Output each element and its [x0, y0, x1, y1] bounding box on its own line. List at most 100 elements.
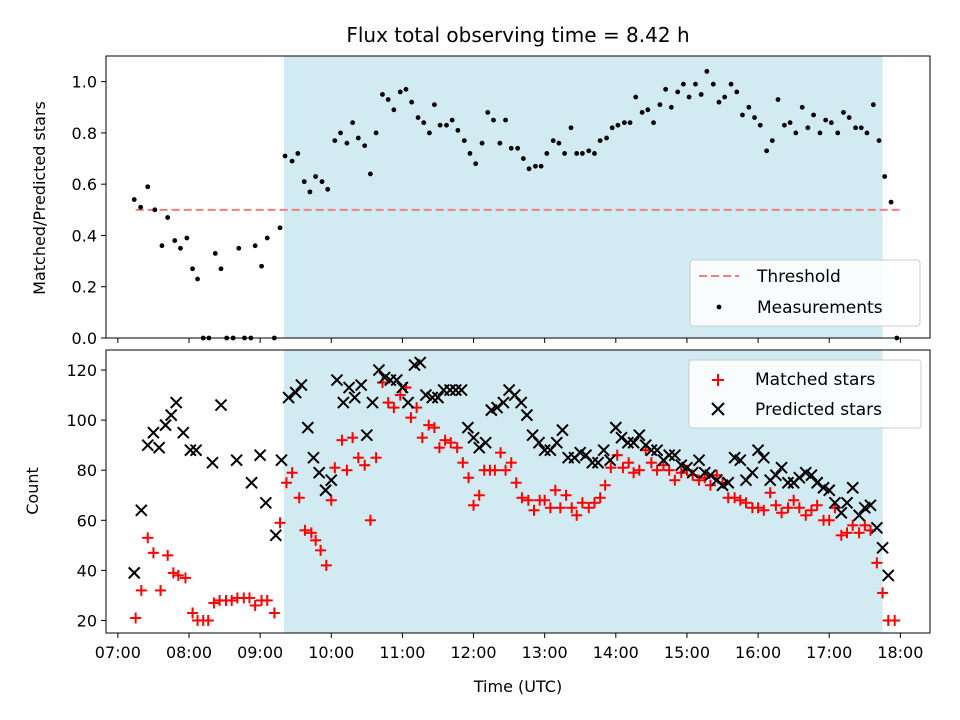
x-tick-label: 12:00	[450, 643, 496, 662]
measurement-point	[693, 81, 698, 87]
matched-star-point	[594, 492, 606, 504]
matched-star-point	[310, 534, 322, 546]
threshold-legend-label: Threshold	[756, 267, 841, 287]
measurement-point	[289, 158, 295, 164]
measurement-point	[627, 120, 633, 126]
measurement-point	[131, 197, 137, 202]
predicted-star-point	[828, 496, 842, 509]
measurement-point	[427, 130, 432, 136]
matched-star-point	[352, 452, 364, 464]
matched-star-point	[505, 457, 517, 469]
predicted-star-point	[467, 431, 480, 444]
measurement-point	[609, 125, 615, 131]
matched-star-point	[423, 419, 435, 431]
measurement-point	[757, 122, 763, 128]
predicted-star-point	[805, 469, 818, 482]
predicted-star-point	[269, 529, 282, 542]
predicted-star-point	[852, 509, 866, 522]
measurement-point	[152, 207, 158, 213]
measurement-point	[332, 138, 338, 144]
x-tick-label: 15:00	[664, 643, 710, 662]
matched-star-point	[329, 462, 341, 474]
predicted-star-point	[781, 476, 795, 489]
measurement-point	[633, 94, 639, 100]
measurement-point	[277, 225, 283, 231]
predicted-star-point	[746, 466, 759, 479]
matched-star-point	[457, 457, 469, 469]
measurement-point	[793, 130, 799, 136]
predicted-star-point	[751, 443, 765, 457]
predicted-star-point	[449, 383, 462, 397]
count-panel-frame	[105, 349, 931, 634]
matched-star-point	[758, 504, 770, 516]
measurement-point	[544, 151, 550, 156]
x-tick-label: 08:00	[166, 643, 212, 662]
predicted-star-point	[722, 476, 735, 489]
matched-star-point	[274, 517, 286, 529]
measurement-point	[415, 115, 421, 120]
measurement-point	[621, 120, 627, 126]
measurement-point	[752, 115, 757, 120]
predicted-star-point	[307, 451, 320, 464]
predicted-star-point	[633, 428, 646, 442]
matched-star-point	[800, 509, 812, 521]
predicted-star-point	[141, 438, 154, 452]
matched-star-point	[571, 509, 583, 521]
predicted-star-point	[627, 436, 640, 449]
matched-star-point	[341, 464, 353, 476]
predicted-star-point	[769, 469, 783, 482]
predicted-star-point	[538, 443, 551, 457]
predicted-star-point	[189, 443, 203, 457]
matched-star-point	[651, 464, 663, 476]
predicted-star-point	[214, 398, 228, 412]
measurement-point	[380, 92, 385, 97]
measurement-point	[734, 89, 740, 95]
x-tick-label: 07:00	[95, 643, 141, 662]
predicted-star-point	[419, 388, 433, 402]
predicted-star-point	[342, 381, 356, 394]
measurement-point	[444, 122, 449, 128]
measurement-point	[704, 68, 710, 74]
matched-star-point	[628, 467, 640, 479]
predicted-star-point	[275, 453, 288, 467]
predicted-star-point	[177, 426, 190, 439]
measurement-point	[409, 99, 415, 105]
predicted-star-point	[372, 363, 386, 377]
matched-star-point	[179, 572, 191, 584]
count-y-tick-label: 80	[77, 461, 97, 480]
measurement-point	[817, 130, 823, 136]
matched-star-point	[286, 467, 298, 479]
matched-star-point	[669, 474, 681, 486]
measurement-point	[864, 130, 870, 136]
predicted-star-point	[319, 484, 332, 497]
predicted-star-point	[152, 441, 166, 454]
measurement-point	[437, 122, 443, 128]
ratio-y-tick-label: 0.8	[72, 124, 97, 143]
matched-star-point	[405, 412, 417, 424]
measurements-legend-swatch	[716, 304, 722, 310]
measurement-point	[355, 135, 361, 141]
matched-star-point	[364, 514, 376, 526]
measurement-point	[586, 148, 592, 154]
matched-star-point	[280, 477, 292, 489]
matched-star-point	[468, 499, 480, 511]
matched-star-point	[847, 519, 859, 531]
x-tick-label: 18:00	[877, 643, 923, 662]
measurement-point	[421, 120, 427, 126]
measurement-point	[568, 125, 574, 131]
measurement-point	[722, 94, 728, 100]
predicted-star-point	[206, 456, 219, 469]
measurement-point	[882, 174, 888, 179]
predicted-star-point	[325, 474, 338, 487]
measurement-point	[533, 163, 538, 169]
measurement-point	[520, 156, 526, 161]
measurement-point	[236, 245, 242, 251]
predicted-star-point	[159, 418, 172, 432]
measurement-point	[313, 174, 319, 179]
measurement-point	[680, 81, 686, 87]
predicted-star-point	[692, 453, 706, 467]
ratio-legend-box	[689, 259, 921, 327]
predicted-star-point	[603, 453, 617, 467]
matched-star-point	[528, 504, 540, 516]
measurement-point	[835, 130, 841, 136]
